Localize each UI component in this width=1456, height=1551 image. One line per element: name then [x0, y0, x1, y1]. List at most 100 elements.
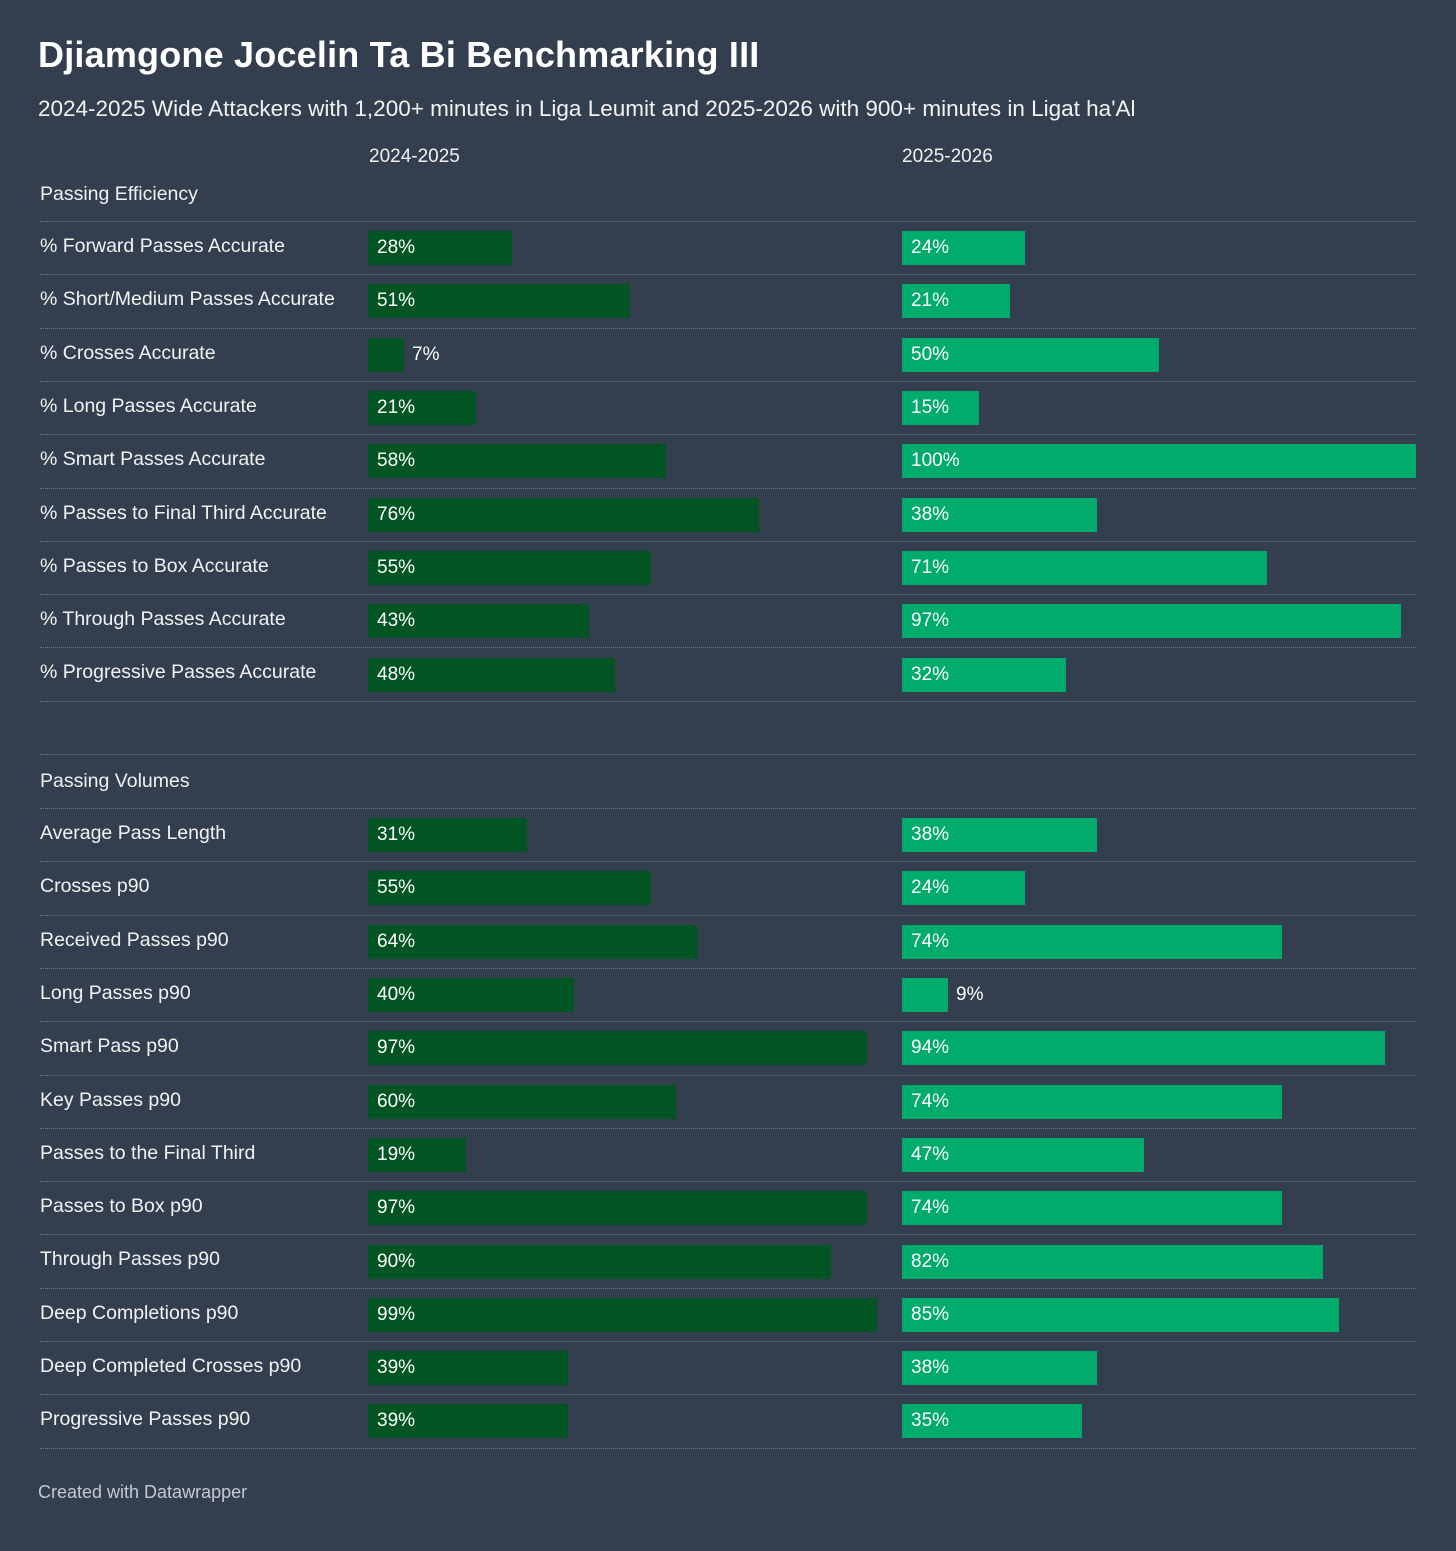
- value-label-2024-2025: 40%: [377, 984, 416, 1006]
- row-label: Passes to Box p90: [40, 1195, 203, 1218]
- value-label-2025-2026: 74%: [911, 1197, 950, 1219]
- row-divider: [40, 1341, 1416, 1342]
- row-label: % Progressive Passes Accurate: [40, 661, 317, 684]
- value-label-2024-2025: 31%: [377, 824, 416, 846]
- row-divider: [40, 434, 1416, 436]
- bar-2025-2026: [902, 391, 979, 426]
- value-label-2024-2025: 76%: [377, 503, 416, 525]
- bar-2025-2026: [902, 497, 1097, 532]
- value-label-2025-2026: 82%: [911, 1250, 950, 1272]
- bar-2025-2026: [902, 1297, 1339, 1332]
- row-label: Through Passes p90: [40, 1248, 220, 1271]
- value-label-2025-2026: 15%: [911, 397, 950, 419]
- value-label-2024-2025: 90%: [377, 1250, 416, 1272]
- row-label: % Crosses Accurate: [40, 341, 216, 364]
- value-label-2025-2026: 50%: [911, 343, 950, 365]
- bar-2025-2026: [902, 284, 1010, 319]
- section-label: Passing Efficiency: [40, 183, 198, 205]
- row-label: Key Passes p90: [40, 1088, 181, 1111]
- row-label: Passes to the Final Third: [40, 1141, 256, 1164]
- bar-2025-2026: [902, 871, 1025, 906]
- bar-2025-2026: [902, 657, 1066, 692]
- value-label-2025-2026: 97%: [911, 610, 950, 632]
- bar-2024-2025: [368, 1244, 831, 1279]
- bar-2025-2026: [902, 1244, 1323, 1279]
- bar-2024-2025: [368, 1191, 867, 1226]
- column-header-2025-2026: 2025-2026: [902, 146, 993, 167]
- row-divider: [40, 540, 1416, 542]
- footer-credit: Created with Datawrapper: [38, 1482, 248, 1502]
- bar-2025-2026: [902, 1351, 1097, 1386]
- bar-2025-2026: [902, 1084, 1282, 1119]
- bar-2025-2026: [902, 1031, 1385, 1066]
- bar-2024-2025: [368, 391, 476, 426]
- row-label: Deep Completed Crosses p90: [40, 1355, 302, 1377]
- value-label-2024-2025: 60%: [377, 1090, 416, 1112]
- row-label: Smart Pass p90: [40, 1035, 179, 1058]
- value-label-2025-2026: 24%: [911, 877, 950, 899]
- row-label: % Long Passes Accurate: [40, 394, 257, 417]
- value-label-2025-2026: 100%: [911, 450, 960, 472]
- row-divider: [40, 1394, 1416, 1396]
- value-label-2025-2026: 74%: [911, 930, 950, 952]
- value-label-2024-2025: 55%: [377, 877, 416, 899]
- value-label-2024-2025: 28%: [377, 237, 416, 259]
- row-label: Average Pass Length: [40, 822, 227, 844]
- row-divider: [40, 1181, 1416, 1183]
- row-divider: [40, 594, 1416, 596]
- row-label: Crosses p90: [40, 875, 150, 898]
- row-divider: [40, 754, 1416, 755]
- bar-2024-2025: [368, 231, 512, 266]
- bar-2025-2026: [902, 550, 1267, 585]
- bar-2024-2025: [368, 337, 404, 372]
- row-divider: [40, 1127, 1416, 1129]
- value-label-2025-2026: 24%: [911, 237, 950, 259]
- row-label: % Passes to Box Accurate: [40, 554, 269, 577]
- bar-2024-2025: [368, 1137, 466, 1172]
- bar-2024-2025: [368, 497, 759, 532]
- column-header-2024-2025: 2024-2025: [369, 146, 460, 167]
- row-label: Long Passes p90: [40, 981, 191, 1004]
- bar-2025-2026: [902, 1137, 1144, 1172]
- value-label-2024-2025: 51%: [377, 290, 416, 312]
- bar-2025-2026: [902, 231, 1025, 266]
- bar-2024-2025: [368, 1297, 877, 1332]
- bar-2025-2026: [902, 444, 1416, 479]
- value-label-2025-2026: 38%: [911, 824, 950, 846]
- bar-2025-2026: [902, 1191, 1282, 1226]
- row-divider: [40, 647, 1416, 649]
- bar-2025-2026: [902, 978, 948, 1013]
- row-divider: [40, 808, 1416, 809]
- row-label: % Passes to Final Third Accurate: [40, 501, 327, 524]
- row-divider: [40, 221, 1416, 222]
- row-divider: [40, 327, 1416, 329]
- value-label-2024-2025: 58%: [377, 450, 416, 472]
- bar-2024-2025: [368, 978, 574, 1013]
- bar-2024-2025: [368, 444, 666, 479]
- row-divider: [40, 1234, 1416, 1236]
- chart-title: Djiamgone Jocelin Ta Bi Benchmarking III: [38, 34, 760, 75]
- bar-2024-2025: [368, 818, 527, 853]
- bar-2024-2025: [368, 871, 651, 906]
- row-label: % Short/Medium Passes Accurate: [40, 288, 335, 311]
- row-label: Deep Completions p90: [40, 1301, 239, 1324]
- bar-2025-2026: [902, 1404, 1082, 1439]
- bar-2024-2025: [368, 1031, 867, 1066]
- bar-2024-2025: [368, 284, 630, 319]
- row-divider: [40, 861, 1416, 863]
- row-divider: [40, 1287, 1416, 1289]
- value-label-2024-2025: 55%: [377, 556, 416, 578]
- value-label-2024-2025: 64%: [377, 930, 416, 952]
- row-label: % Forward Passes Accurate: [40, 235, 285, 257]
- row-divider: [40, 274, 1416, 276]
- bar-2024-2025: [368, 604, 589, 639]
- value-label-2025-2026: 94%: [911, 1037, 950, 1059]
- value-label-2024-2025: 19%: [377, 1143, 416, 1165]
- value-label-2024-2025: 97%: [377, 1197, 416, 1219]
- bar-2024-2025: [368, 924, 697, 959]
- value-label-2024-2025: 99%: [377, 1303, 416, 1325]
- value-label-2025-2026: 9%: [956, 984, 984, 1006]
- row-divider: [40, 967, 1416, 969]
- value-label-2025-2026: 21%: [911, 290, 950, 312]
- row-label: Progressive Passes p90: [40, 1408, 251, 1431]
